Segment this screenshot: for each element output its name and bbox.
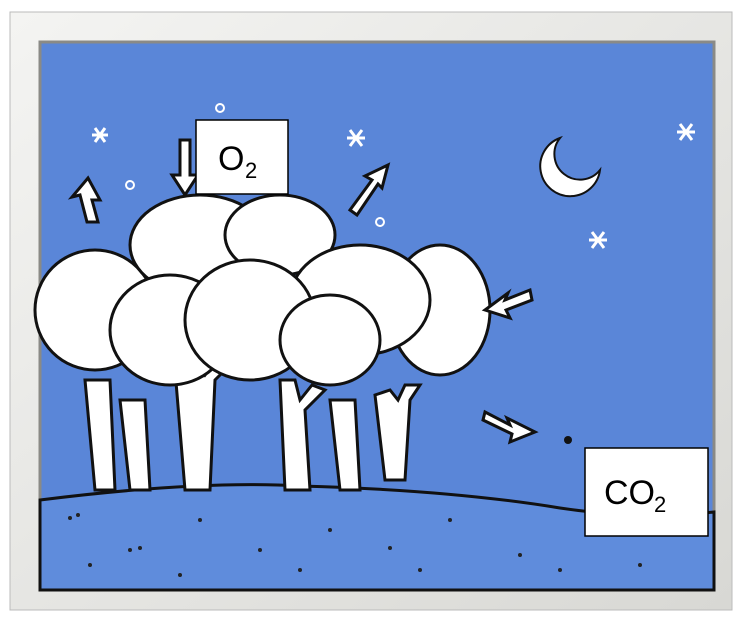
label-text: O bbox=[218, 140, 244, 178]
label-text: CO bbox=[604, 474, 655, 512]
co2-dot bbox=[564, 436, 572, 444]
label-subscript: 2 bbox=[654, 492, 666, 517]
label-subscript: 2 bbox=[245, 158, 257, 183]
illustration: O 2 CO 2 bbox=[0, 0, 739, 617]
